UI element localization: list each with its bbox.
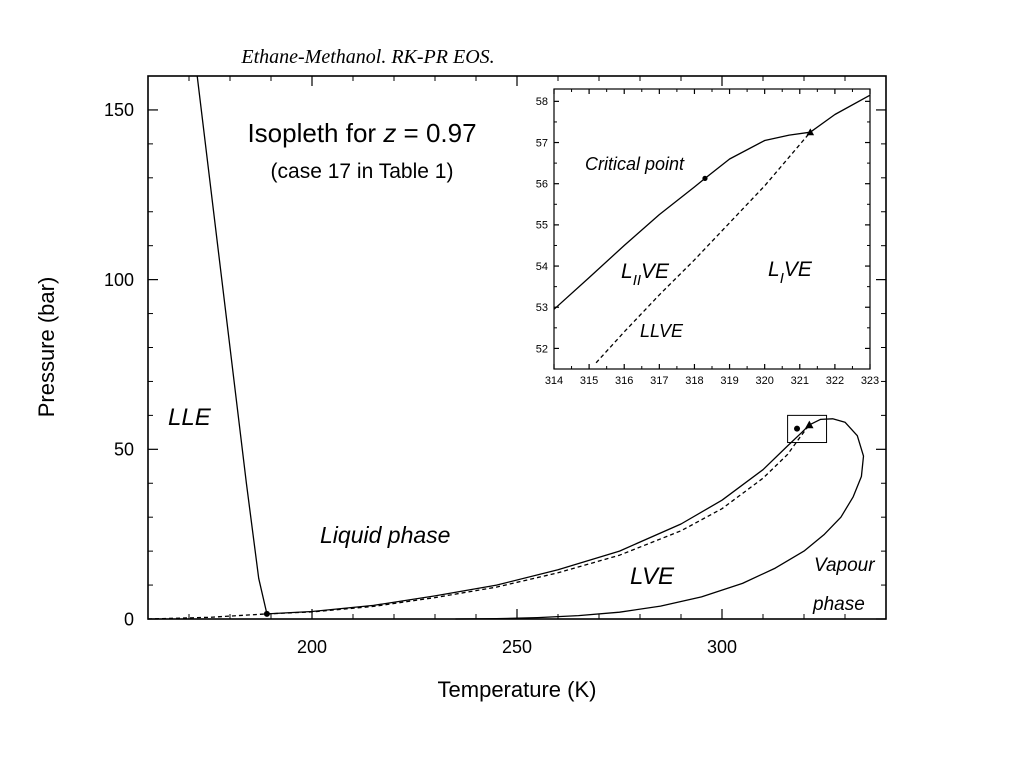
l1ve-subscript: I (780, 270, 784, 287)
inset-x-tick-label: 323 (861, 375, 879, 387)
isopleth-value: = 0.97 (396, 118, 476, 148)
inset-marker-triangle (806, 128, 815, 136)
inset-axis-ticks (553, 89, 871, 370)
zoom-box (787, 414, 828, 444)
region-label-phase: phase (812, 594, 865, 615)
main-series-0-solid (196, 75, 268, 615)
inset-label-critical-point: Critical point (585, 154, 685, 174)
l1ve-base: L (768, 258, 780, 281)
inset-label-l2ve: LIIVE (621, 260, 670, 289)
inset-label-llve: LLVE (640, 321, 684, 341)
l2ve-base: L (621, 260, 633, 283)
inset-x-tick-label: 315 (580, 375, 598, 387)
inset-y-tick-label: 52 (536, 343, 548, 355)
main-axis-ticks (147, 75, 887, 620)
inset-y-tick-label: 53 (536, 302, 548, 314)
inset-x-tick-label: 314 (545, 375, 563, 387)
inset-x-tick-label: 321 (791, 375, 809, 387)
main-y-tick-label: 50 (114, 440, 134, 460)
inset-plot-frame (553, 88, 871, 370)
x-axis-title: Temperature (K) (438, 677, 597, 702)
l2ve-tail: VE (641, 260, 670, 283)
inset-tick-labels: 314 315 316 317 318 319 320 321 322 323 52 53 54 55 56… (536, 96, 879, 387)
inset-series-0-solid (553, 94, 871, 310)
isopleth-subtitle: (case 17 in Table 1) (271, 160, 454, 183)
main-y-tick-label: 100 (104, 270, 134, 290)
main-y-tick-label: 150 (104, 100, 134, 120)
inset-series-group (553, 94, 871, 364)
main-y-tick-label: 0 (124, 609, 134, 629)
inset-series-1-dashed (595, 131, 811, 364)
inset-x-tick-label: 319 (720, 375, 738, 387)
isopleth-variable: z (382, 118, 396, 148)
inset-x-tick-label: 320 (755, 375, 773, 387)
region-label-lve: LVE (630, 563, 675, 590)
main-series-group (147, 75, 865, 620)
main-x-tick-label: 300 (707, 637, 737, 657)
main-marker-triangle (805, 420, 814, 429)
main-x-tick-label: 250 (502, 637, 532, 657)
l1ve-tail: VE (784, 258, 813, 281)
main-marker-circle (794, 425, 801, 432)
inset-y-tick-label: 55 (536, 220, 548, 232)
main-tick-labels: 200 250 300 0 50 100 150 (104, 100, 737, 657)
inset-label-l1ve: LIVE (768, 258, 813, 287)
inset-x-tick-label: 316 (615, 375, 633, 387)
inset-x-tick-label: 317 (650, 375, 668, 387)
region-label-liquid-phase: Liquid phase (320, 522, 450, 548)
inset-x-tick-label: 318 (685, 375, 703, 387)
main-series-2-dashed (147, 424, 810, 620)
main-series-1-solid (266, 418, 865, 620)
isopleth-prefix: Isopleth for (247, 118, 383, 148)
inset-y-tick-label: 56 (536, 179, 548, 191)
l2ve-subscript: II (633, 272, 641, 289)
inset-y-tick-label: 58 (536, 96, 548, 108)
region-label-lle: LLE (168, 404, 212, 431)
inset-x-tick-label: 322 (826, 375, 844, 387)
region-label-vapour: Vapour (814, 555, 875, 576)
inset-marker-circle (702, 175, 708, 181)
main-x-tick-label: 200 (297, 637, 327, 657)
inset-markers-group (702, 128, 815, 181)
y-axis-title: Pressure (bar) (34, 277, 59, 418)
isopleth-annotation: Isopleth for z = 0.97 (247, 118, 476, 148)
main-marker-circle (263, 610, 270, 617)
inset-y-tick-label: 57 (536, 137, 548, 149)
inset-y-tick-label: 54 (536, 261, 548, 273)
main-markers-group (263, 420, 814, 617)
slide-title: Ethane-Methanol. RK-PR EOS. (240, 46, 494, 68)
